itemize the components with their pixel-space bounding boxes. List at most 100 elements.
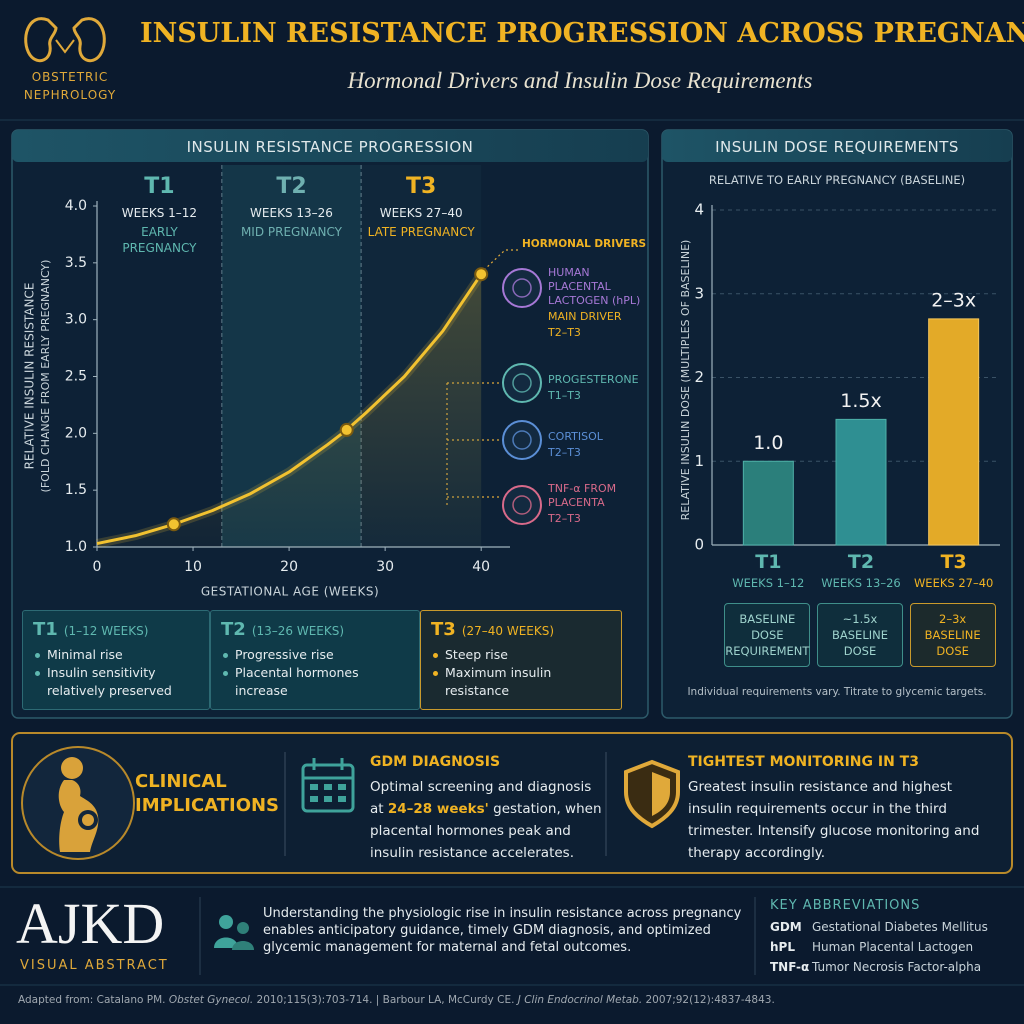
bullet: [35, 671, 40, 676]
summary-label: T3: [431, 619, 456, 640]
panel-title: INSULIN DOSE REQUIREMENTS: [715, 138, 959, 156]
trimester-summary: T2 (13–26 WEEKS) Progressive rise Placental…: [210, 610, 420, 710]
band-label: T2: [276, 174, 307, 199]
driver-icon: [502, 268, 542, 308]
citation: Adapted from: Catalano PM. Obstet Gyneco…: [18, 994, 1008, 1006]
band-phase: EARLY PREGNANCY: [122, 225, 197, 255]
logo-text: OBSTETRIC: [31, 70, 109, 84]
category-note: WEEKS 27–40: [913, 576, 994, 590]
point-marker: [474, 267, 489, 282]
gdm-highlight: 24–28 weeks': [387, 801, 489, 817]
logo-icon: [24, 17, 106, 63]
gdm-text: Optimal screening and diagnosis at 24–28…: [370, 776, 602, 864]
y-tick-label: 1: [694, 452, 704, 470]
driver: PROGESTERONE T1–T3: [548, 373, 646, 403]
category-label: T2: [847, 551, 875, 573]
summary-point: Placental hormones increase: [221, 664, 409, 700]
bullet: [223, 671, 228, 676]
people-icon: [214, 915, 254, 950]
gdm-title: GDM DIAGNOSIS: [370, 754, 501, 770]
driver-icon: [512, 430, 532, 450]
summary-weeks: (1–12 WEEKS): [63, 624, 149, 638]
driver: TNF-α FROM PLACENTA T2–T3: [548, 482, 646, 526]
y-axis-title: RELATIVE INSULIN RESISTANCE: [23, 283, 37, 470]
dose-note: 2–3x BASELINE DOSE: [909, 603, 996, 667]
band-phase: LATE PREGNANCY: [367, 225, 475, 239]
x-tick-label: 0: [93, 559, 102, 575]
x-tick-label: 20: [280, 559, 298, 575]
clinical-box: [11, 732, 1013, 874]
driver-name: TNF-α FROM PLACENTA: [548, 482, 617, 509]
citation-part: Obstet Gynecol.: [168, 994, 254, 1006]
x-tick-label: 10: [184, 559, 202, 575]
gdm-text-part: Optimal screening and diagnosis at: [370, 779, 592, 817]
panel-subtitle: RELATIVE TO EARLY PREGNANCY (BASELINE): [708, 173, 966, 187]
x-tick-label: 30: [376, 559, 394, 575]
citation-part: 2007;92(12):4837-4843.: [642, 994, 775, 1006]
calendar-icon: [301, 758, 355, 813]
driver-name: CORTISOL: [548, 430, 603, 443]
y-tick-label: 4.0: [65, 198, 87, 214]
monitor-title: TIGHTEST MONITORING IN T3: [688, 754, 919, 770]
shield-icon: [652, 772, 670, 816]
abbr-code: hPL: [770, 940, 795, 954]
y-tick-label: 1.5: [65, 482, 87, 498]
summary-point-text: Steep rise: [445, 647, 508, 662]
bullet: [35, 653, 40, 658]
summary-head: T3 (27–40 WEEKS): [431, 619, 611, 640]
bar: [742, 460, 794, 546]
area-fill: [97, 274, 482, 547]
citation-part: 2010;115(3):703-714. | Barbour LA, McCur…: [253, 994, 518, 1006]
summary-point-text: Minimal rise: [47, 647, 123, 662]
summary-head: T2 (13–26 WEEKS): [221, 619, 409, 640]
y-tick-label: 2.5: [65, 369, 87, 385]
point-marker: [339, 422, 354, 437]
trimester-summary: T3 (27–40 WEEKS) Steep rise Maximum insulin…: [420, 610, 622, 710]
summary-label: T1: [33, 619, 58, 640]
page-subtitle: Hormonal Drivers and Insulin Dose Requir…: [347, 68, 813, 93]
driver-timing: T1–T3: [548, 389, 581, 402]
band-weeks: WEEKS 27–40: [379, 206, 463, 220]
driver-icon: [512, 373, 532, 393]
band-label: T3: [405, 174, 437, 199]
summary-weeks: (27–40 WEEKS): [461, 624, 555, 638]
pregnancy-silhouette: [58, 757, 99, 852]
driver-icon: [512, 278, 532, 298]
page-title: INSULIN RESISTANCE PROGRESSION ACROSS PR…: [140, 18, 1024, 49]
driver-timing: T2–T3: [548, 326, 581, 339]
brand: AJKD: [16, 891, 165, 956]
abbr-title: KEY ABBREVIATIONS: [770, 898, 921, 913]
monitor-text: Greatest insulin resistance and highest …: [688, 779, 980, 861]
summary-label: T2: [221, 619, 246, 640]
summary: Understanding the physiologic rise in in…: [263, 906, 742, 955]
value-label: 2–3x: [931, 289, 976, 311]
band-phase: MID PREGNANCY: [240, 225, 343, 239]
driver-timing: T2–T3: [548, 446, 581, 459]
abbr-code: TNF-α: [770, 960, 810, 974]
value-label: 1.0: [753, 432, 783, 454]
logo-text: NEPHROLOGY: [23, 88, 117, 102]
panel-title: INSULIN RESISTANCE PROGRESSION: [186, 138, 474, 156]
abbr-full: Human Placental Lactogen: [812, 940, 974, 954]
y-tick-label: 3: [694, 284, 704, 302]
category-note: WEEKS 1–12: [732, 576, 805, 590]
summary-point-text: Progressive rise: [235, 647, 334, 662]
driver-name: HUMAN PLACENTAL LACTOGEN (hPL): [548, 266, 641, 307]
gdm-text-part: gestation, when placental hormones peak …: [370, 801, 602, 861]
bullet: [223, 653, 228, 658]
dose-note: BASELINE DOSE REQUIREMENT: [724, 603, 811, 667]
footnote: Individual requirements vary. Titrate to…: [687, 686, 987, 698]
abbr-full: Tumor Necrosis Factor-alpha: [812, 960, 982, 974]
citation-part: J Clin Endocrinol Metab.: [517, 994, 643, 1006]
clinical-title: CLINICAL IMPLICATIONS: [135, 771, 280, 816]
summary-point: Minimal rise: [33, 646, 199, 664]
abbr-full: Gestational Diabetes Mellitus: [812, 920, 988, 934]
y-tick-label: 2.0: [65, 425, 87, 441]
y-tick-label: 1.0: [65, 539, 87, 555]
citation-part: Adapted from: Catalano PM.: [18, 994, 169, 1006]
summary-point-text: Maximum insulin resistance: [445, 665, 552, 698]
y-tick-label: 3.5: [65, 255, 87, 271]
driver: HUMAN PLACENTAL LACTOGEN (hPL) MAIN DRIVE…: [548, 266, 646, 340]
